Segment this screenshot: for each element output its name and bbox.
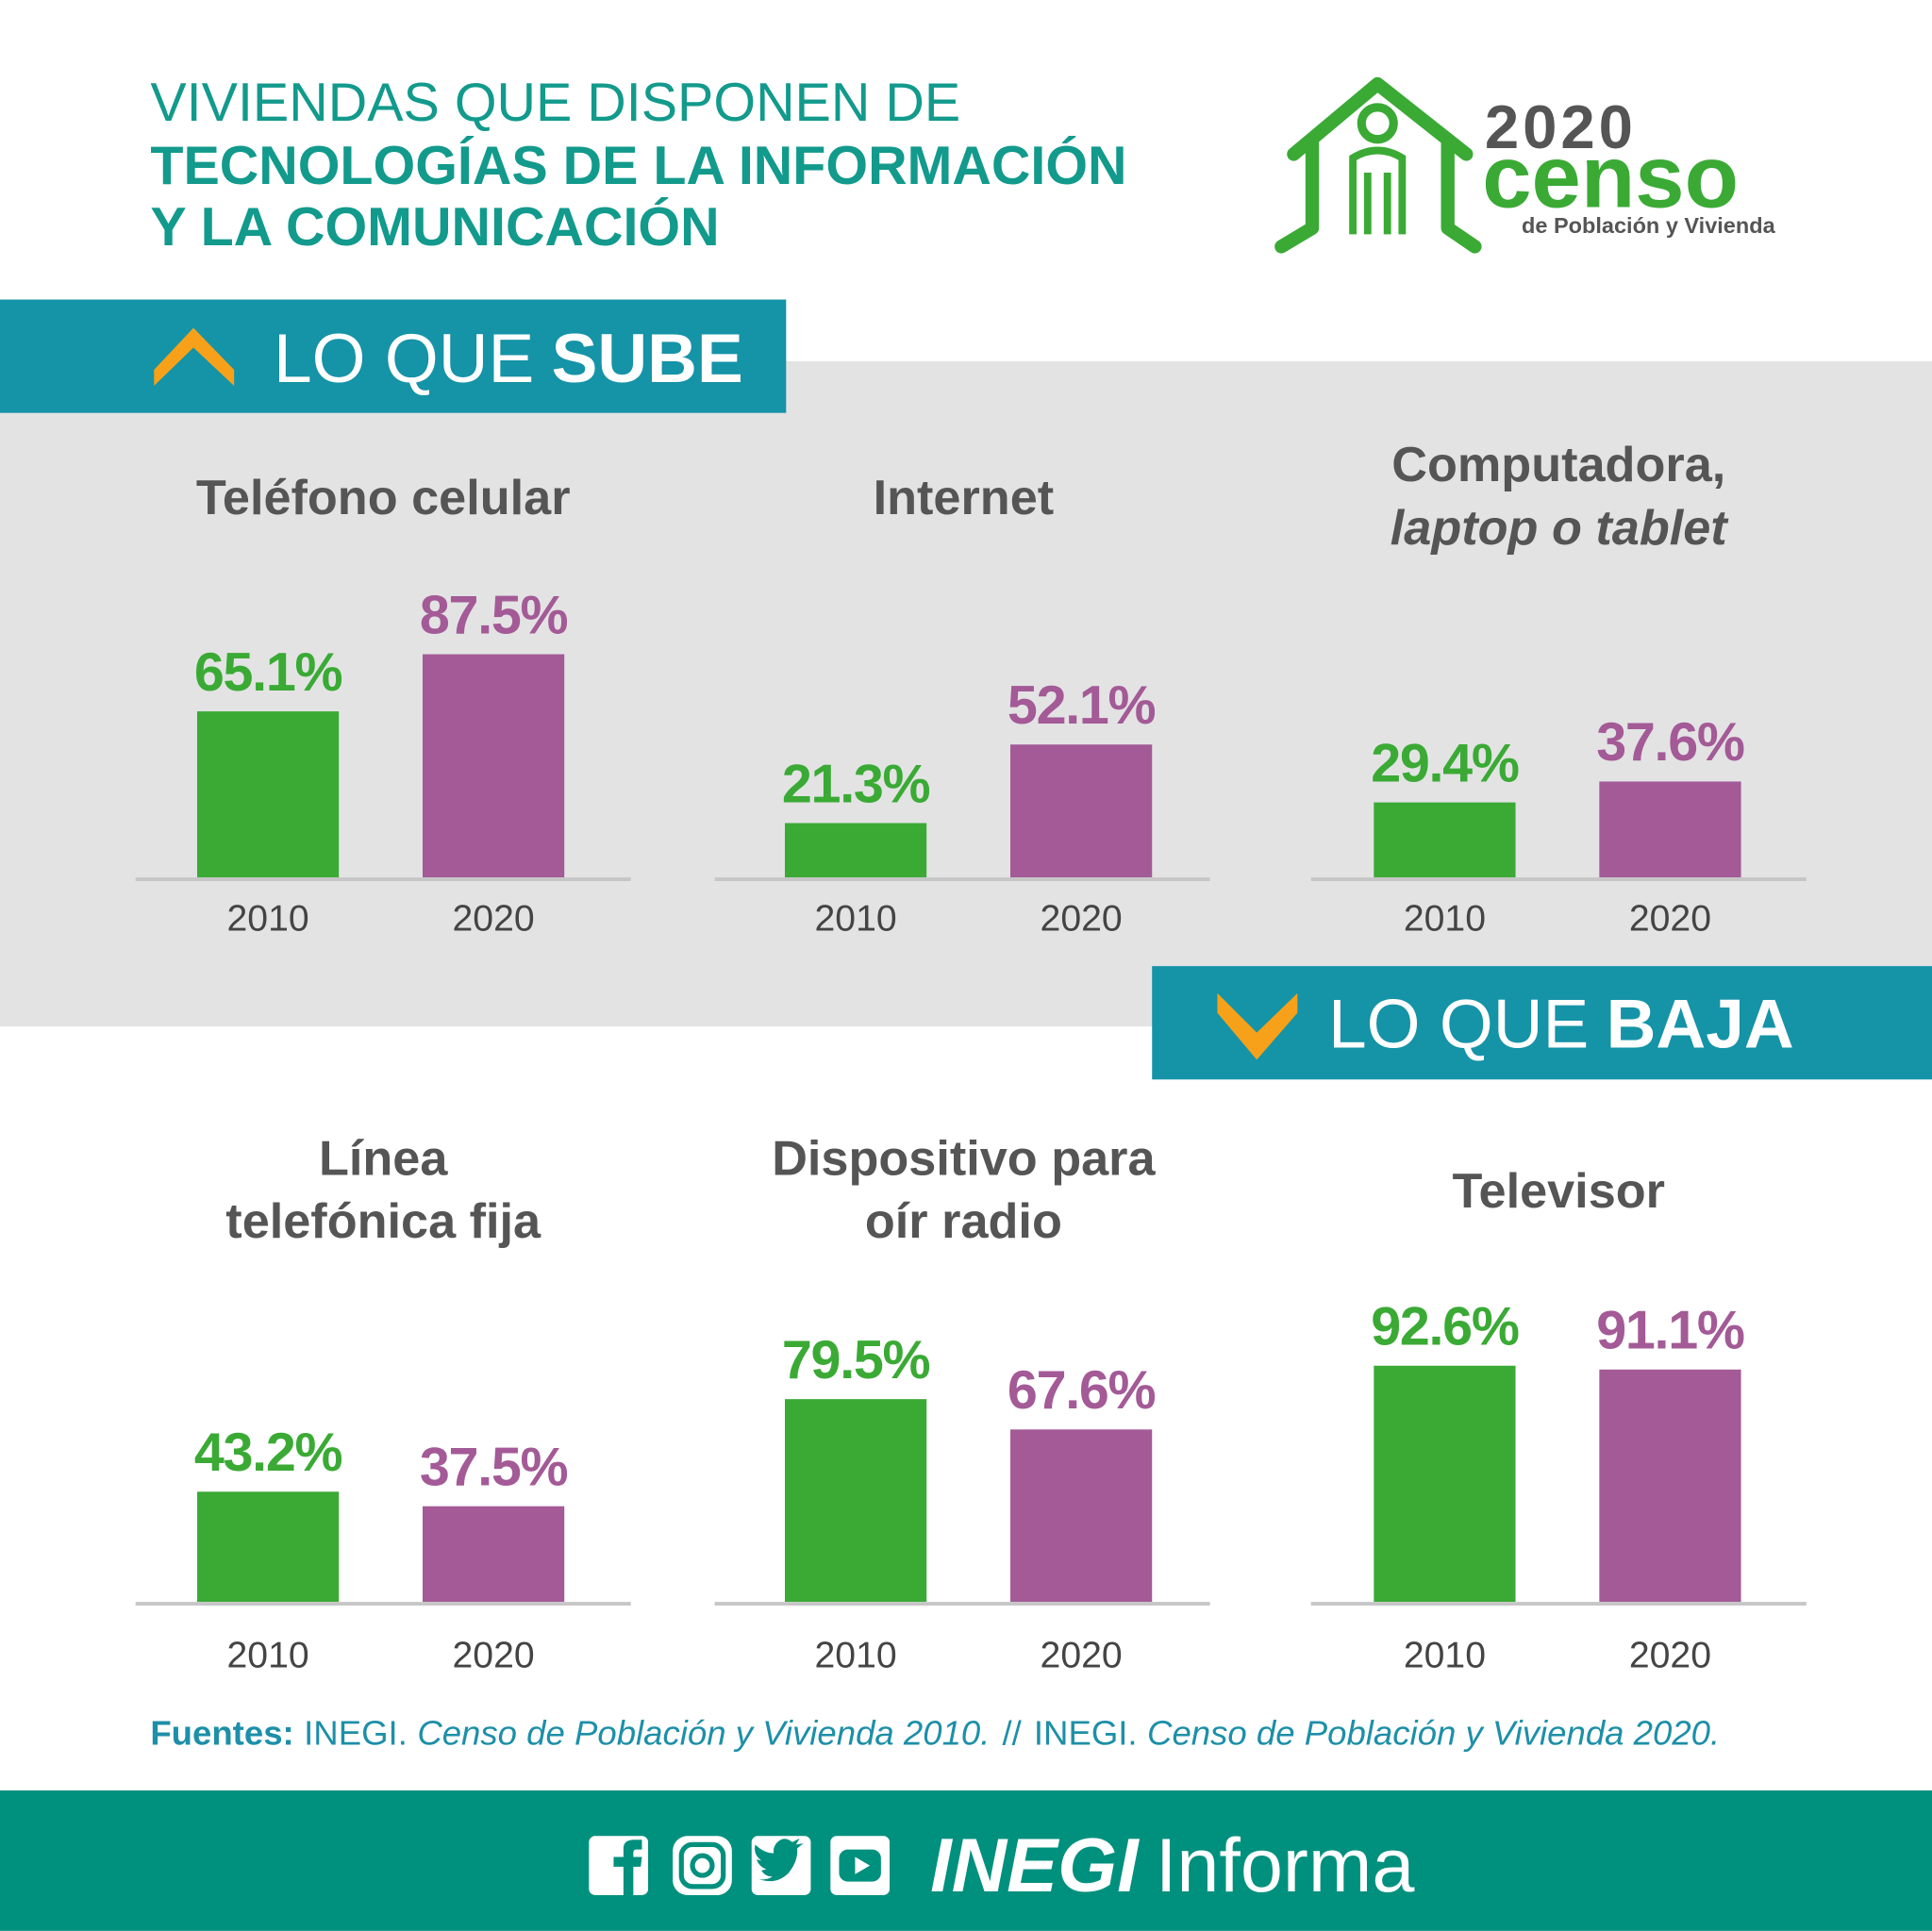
chart-title: oír radio: [865, 1194, 1062, 1249]
bar: [1599, 781, 1741, 878]
chart-title: laptop o tablet: [1391, 501, 1730, 556]
value-label: 21.3%: [782, 754, 930, 814]
x-tick-label: 2010: [227, 898, 309, 939]
x-tick-label: 2020: [1629, 1635, 1711, 1675]
footer-band: [0, 1790, 1932, 1931]
section-bold: SUBE: [552, 321, 743, 397]
x-tick-label: 2010: [1404, 898, 1486, 939]
header-line3: Y LA COMUNICACIÓN: [150, 197, 719, 258]
gray-band: [0, 360, 1932, 1027]
sources: Fuentes: INEGI. Censo de Población y Vivie…: [150, 1714, 1720, 1753]
chart-title: telefónica fija: [225, 1194, 541, 1249]
bar: [423, 654, 565, 878]
source-org: INEGI.: [304, 1714, 408, 1753]
x-tick-label: 2010: [815, 898, 897, 939]
instagram-icon: [673, 1836, 732, 1895]
value-label: 43.2%: [194, 1423, 342, 1483]
value-label: 52.1%: [1008, 675, 1156, 736]
footer-suffix: Informa: [1156, 1823, 1415, 1908]
value-label: 79.5%: [782, 1330, 930, 1390]
section-title: LO QUE BAJA: [1328, 986, 1794, 1062]
chart-title: Línea: [319, 1132, 448, 1187]
facebook-f: [613, 1839, 642, 1895]
bar: [196, 711, 340, 878]
x-tick-label: 2010: [815, 1635, 897, 1675]
section-light: LO QUE: [1328, 986, 1589, 1062]
arrow-down: [1217, 992, 1298, 1060]
header-line2: TECNOLOGÍAS DE LA INFORMACIÓN: [150, 136, 1126, 196]
logo: 2020 censo de Población y Vivienda: [1274, 76, 1776, 254]
logo-house: [1274, 76, 1482, 254]
sources-separator: //: [1002, 1714, 1022, 1753]
arrow-up: [154, 327, 235, 386]
section-banner: [0, 299, 787, 413]
chart-title: Internet: [874, 471, 1055, 525]
youtube-play: [855, 1856, 871, 1874]
x-tick-label: 2010: [227, 1635, 309, 1675]
x-tick-label: 2020: [453, 1635, 535, 1675]
value-label: 92.6%: [1371, 1297, 1519, 1357]
bar: [785, 823, 927, 878]
section-title: LO QUE SUBE: [274, 321, 743, 397]
twitter-bird: [755, 1838, 804, 1882]
bar: [785, 1399, 927, 1603]
value-label: 67.6%: [1008, 1360, 1156, 1421]
x-tick-label: 2020: [1629, 898, 1711, 939]
instagram-frame: [678, 1841, 726, 1889]
logo-subtitle: de Población y Vivienda: [1522, 213, 1776, 238]
source-org: INEGI.: [1034, 1714, 1138, 1753]
instagram-lens: [690, 1853, 715, 1878]
chart-title: Computadora,: [1391, 438, 1725, 492]
value-label: 87.5%: [420, 585, 568, 645]
bar: [423, 1506, 565, 1603]
bar: [1010, 1429, 1153, 1603]
source-title: Censo de Población y Vivienda 2010.: [417, 1714, 990, 1753]
bar: [1599, 1369, 1741, 1603]
logo-body: [1349, 146, 1407, 235]
bar: [196, 1491, 340, 1603]
logo-name: censo: [1482, 127, 1739, 226]
social-icons: [589, 1836, 891, 1895]
sources-label: Fuentes:: [150, 1714, 293, 1753]
charts: Teléfono celular 65.1% 2010 87.5% 2020 Intern…: [135, 438, 1807, 1675]
logo-year: 2020: [1485, 92, 1637, 161]
bar: [1010, 744, 1153, 878]
logo-head: [1357, 103, 1398, 144]
footer-brand: INEGI: [930, 1823, 1140, 1908]
bar: [1374, 1365, 1516, 1603]
value-label: 29.4%: [1371, 733, 1519, 793]
value-label: 65.1%: [194, 642, 342, 703]
x-tick-label: 2010: [1404, 1635, 1486, 1675]
section-light: LO QUE: [274, 321, 534, 397]
chart-title: Dispositivo para: [772, 1132, 1156, 1187]
header-line1: VIVIENDAS QUE DISPONEN DE: [150, 73, 960, 133]
source-title: Censo de Población y Vivienda 2020.: [1147, 1714, 1720, 1753]
value-label: 37.5%: [420, 1438, 568, 1498]
bar: [1374, 802, 1516, 878]
chart-title: Teléfono celular: [196, 471, 571, 525]
value-label: 37.6%: [1596, 712, 1744, 773]
value-label: 91.1%: [1596, 1301, 1744, 1361]
x-tick-label: 2020: [1041, 1635, 1123, 1675]
x-tick-label: 2020: [1041, 898, 1123, 939]
footer-text: INEGI Informa: [930, 1823, 1415, 1908]
section-bold: BAJA: [1607, 986, 1794, 1062]
x-tick-label: 2020: [453, 898, 535, 939]
chart-title: Televisor: [1452, 1164, 1665, 1219]
